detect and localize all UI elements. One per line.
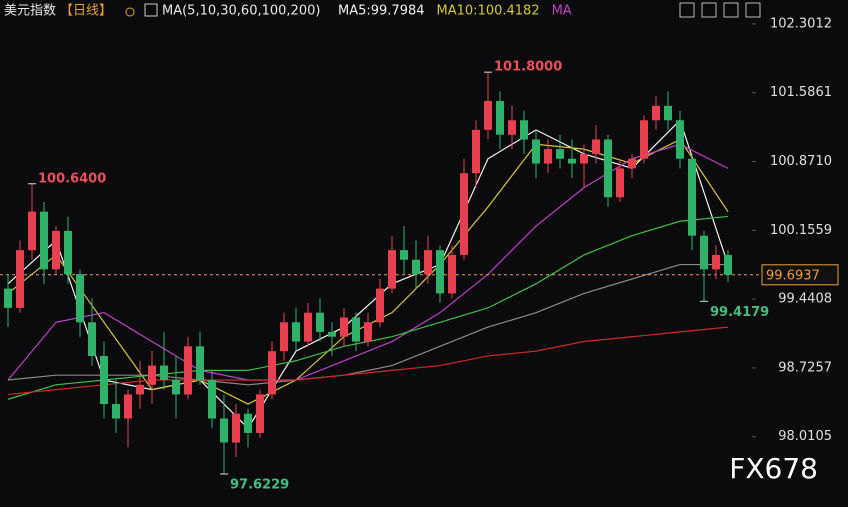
candle-body — [448, 254, 456, 294]
annotation-label: 101.8000 — [494, 60, 562, 75]
y-tick-label: 98.0105 — [778, 429, 832, 444]
instrument-name: 美元指数 — [4, 4, 56, 19]
candle-body — [28, 211, 36, 251]
y-tick-label: 100.1559 — [770, 223, 832, 238]
candle-body — [604, 139, 612, 198]
candle-body — [136, 384, 144, 395]
candle-body — [724, 254, 732, 275]
candle-body — [340, 317, 348, 337]
candle-body — [532, 139, 540, 164]
candle-body — [496, 101, 504, 135]
candle-body — [52, 230, 60, 270]
candle-body — [520, 120, 528, 140]
watermark: FX678 — [729, 452, 818, 485]
candle-body — [148, 365, 156, 385]
candle-body — [592, 139, 600, 154]
candle-body — [628, 158, 636, 169]
candle-body — [688, 158, 696, 236]
candle-body — [304, 312, 312, 342]
candle-body — [196, 346, 204, 381]
last-price-box — [761, 264, 839, 286]
candle-body — [400, 250, 408, 260]
ma-params: MA(5,10,30,60,100,200) — [162, 4, 320, 19]
period-dropdown[interactable] — [125, 7, 135, 17]
ma-legend: MA5:99.7984 MA10:100.4182 MA — [338, 4, 572, 19]
candle-body — [112, 404, 120, 419]
candle-body — [208, 380, 216, 419]
candle-body — [484, 101, 492, 130]
candle-body — [64, 230, 72, 275]
candle-body — [292, 322, 300, 342]
ma-legend-label: MA5:99.7984 — [338, 4, 425, 19]
candle-body — [364, 322, 372, 342]
plot-area — [0, 23, 760, 475]
annotation-label: 99.4179 — [710, 305, 769, 320]
candle-body — [88, 322, 96, 356]
candle-body — [16, 250, 24, 308]
annotation-label: 97.6229 — [230, 478, 289, 493]
indicator-icon[interactable] — [144, 3, 158, 17]
period[interactable]: 【日线】 — [60, 4, 112, 19]
y-tick-label: 101.5861 — [770, 85, 832, 100]
candle-body — [556, 149, 564, 159]
candle-body — [352, 317, 360, 342]
candle-body — [472, 129, 480, 174]
candle-body — [244, 413, 252, 433]
candle-body — [160, 365, 168, 381]
candle-body — [280, 322, 288, 352]
candle-body — [460, 173, 468, 255]
ma-line — [7, 263, 728, 386]
candle-body — [544, 149, 552, 164]
candle-body — [328, 331, 336, 337]
toolbar — [679, 2, 761, 18]
ma-legend-label: MA10:100.4182 — [437, 4, 540, 19]
candle-body — [640, 120, 648, 159]
candle-body — [256, 394, 264, 433]
y-tick-label: 102.3012 — [770, 16, 832, 31]
ma-legend-label: MA — [552, 4, 572, 19]
candle-body — [712, 254, 720, 270]
next-button[interactable] — [745, 2, 761, 18]
candle-body — [184, 346, 192, 395]
candle-body — [388, 250, 396, 289]
candle-body — [4, 288, 12, 308]
candle-body — [616, 168, 624, 198]
candle-body — [580, 153, 588, 164]
candle-body — [412, 259, 420, 275]
candle-body — [76, 274, 84, 323]
candle-body — [508, 120, 516, 135]
candle-body — [172, 380, 180, 395]
candle-body — [676, 120, 684, 159]
candle-body — [316, 312, 324, 332]
y-tick-label: 98.7257 — [778, 360, 832, 375]
candle-body — [664, 105, 672, 121]
candle-body — [220, 418, 228, 443]
candle-body — [40, 211, 48, 270]
candle-body — [268, 351, 276, 395]
candle-body — [652, 105, 660, 121]
candle-body — [700, 235, 708, 270]
candle-body — [376, 288, 384, 323]
y-tick-label: 99.4408 — [778, 292, 832, 307]
candle-body — [568, 158, 576, 164]
annotation-label: 100.6400 — [38, 171, 106, 186]
y-tick-label: 100.8710 — [770, 154, 832, 169]
candle-body — [232, 413, 240, 443]
reset-button[interactable] — [701, 2, 717, 18]
ma-line — [7, 326, 729, 396]
candle-body — [100, 355, 108, 405]
candle-body — [124, 394, 132, 419]
prev-button[interactable] — [723, 2, 739, 18]
last-price-label: 99.6937 — [766, 268, 820, 283]
candle-body — [436, 250, 444, 294]
candle-body — [424, 250, 432, 275]
zoom-button[interactable] — [679, 2, 695, 18]
